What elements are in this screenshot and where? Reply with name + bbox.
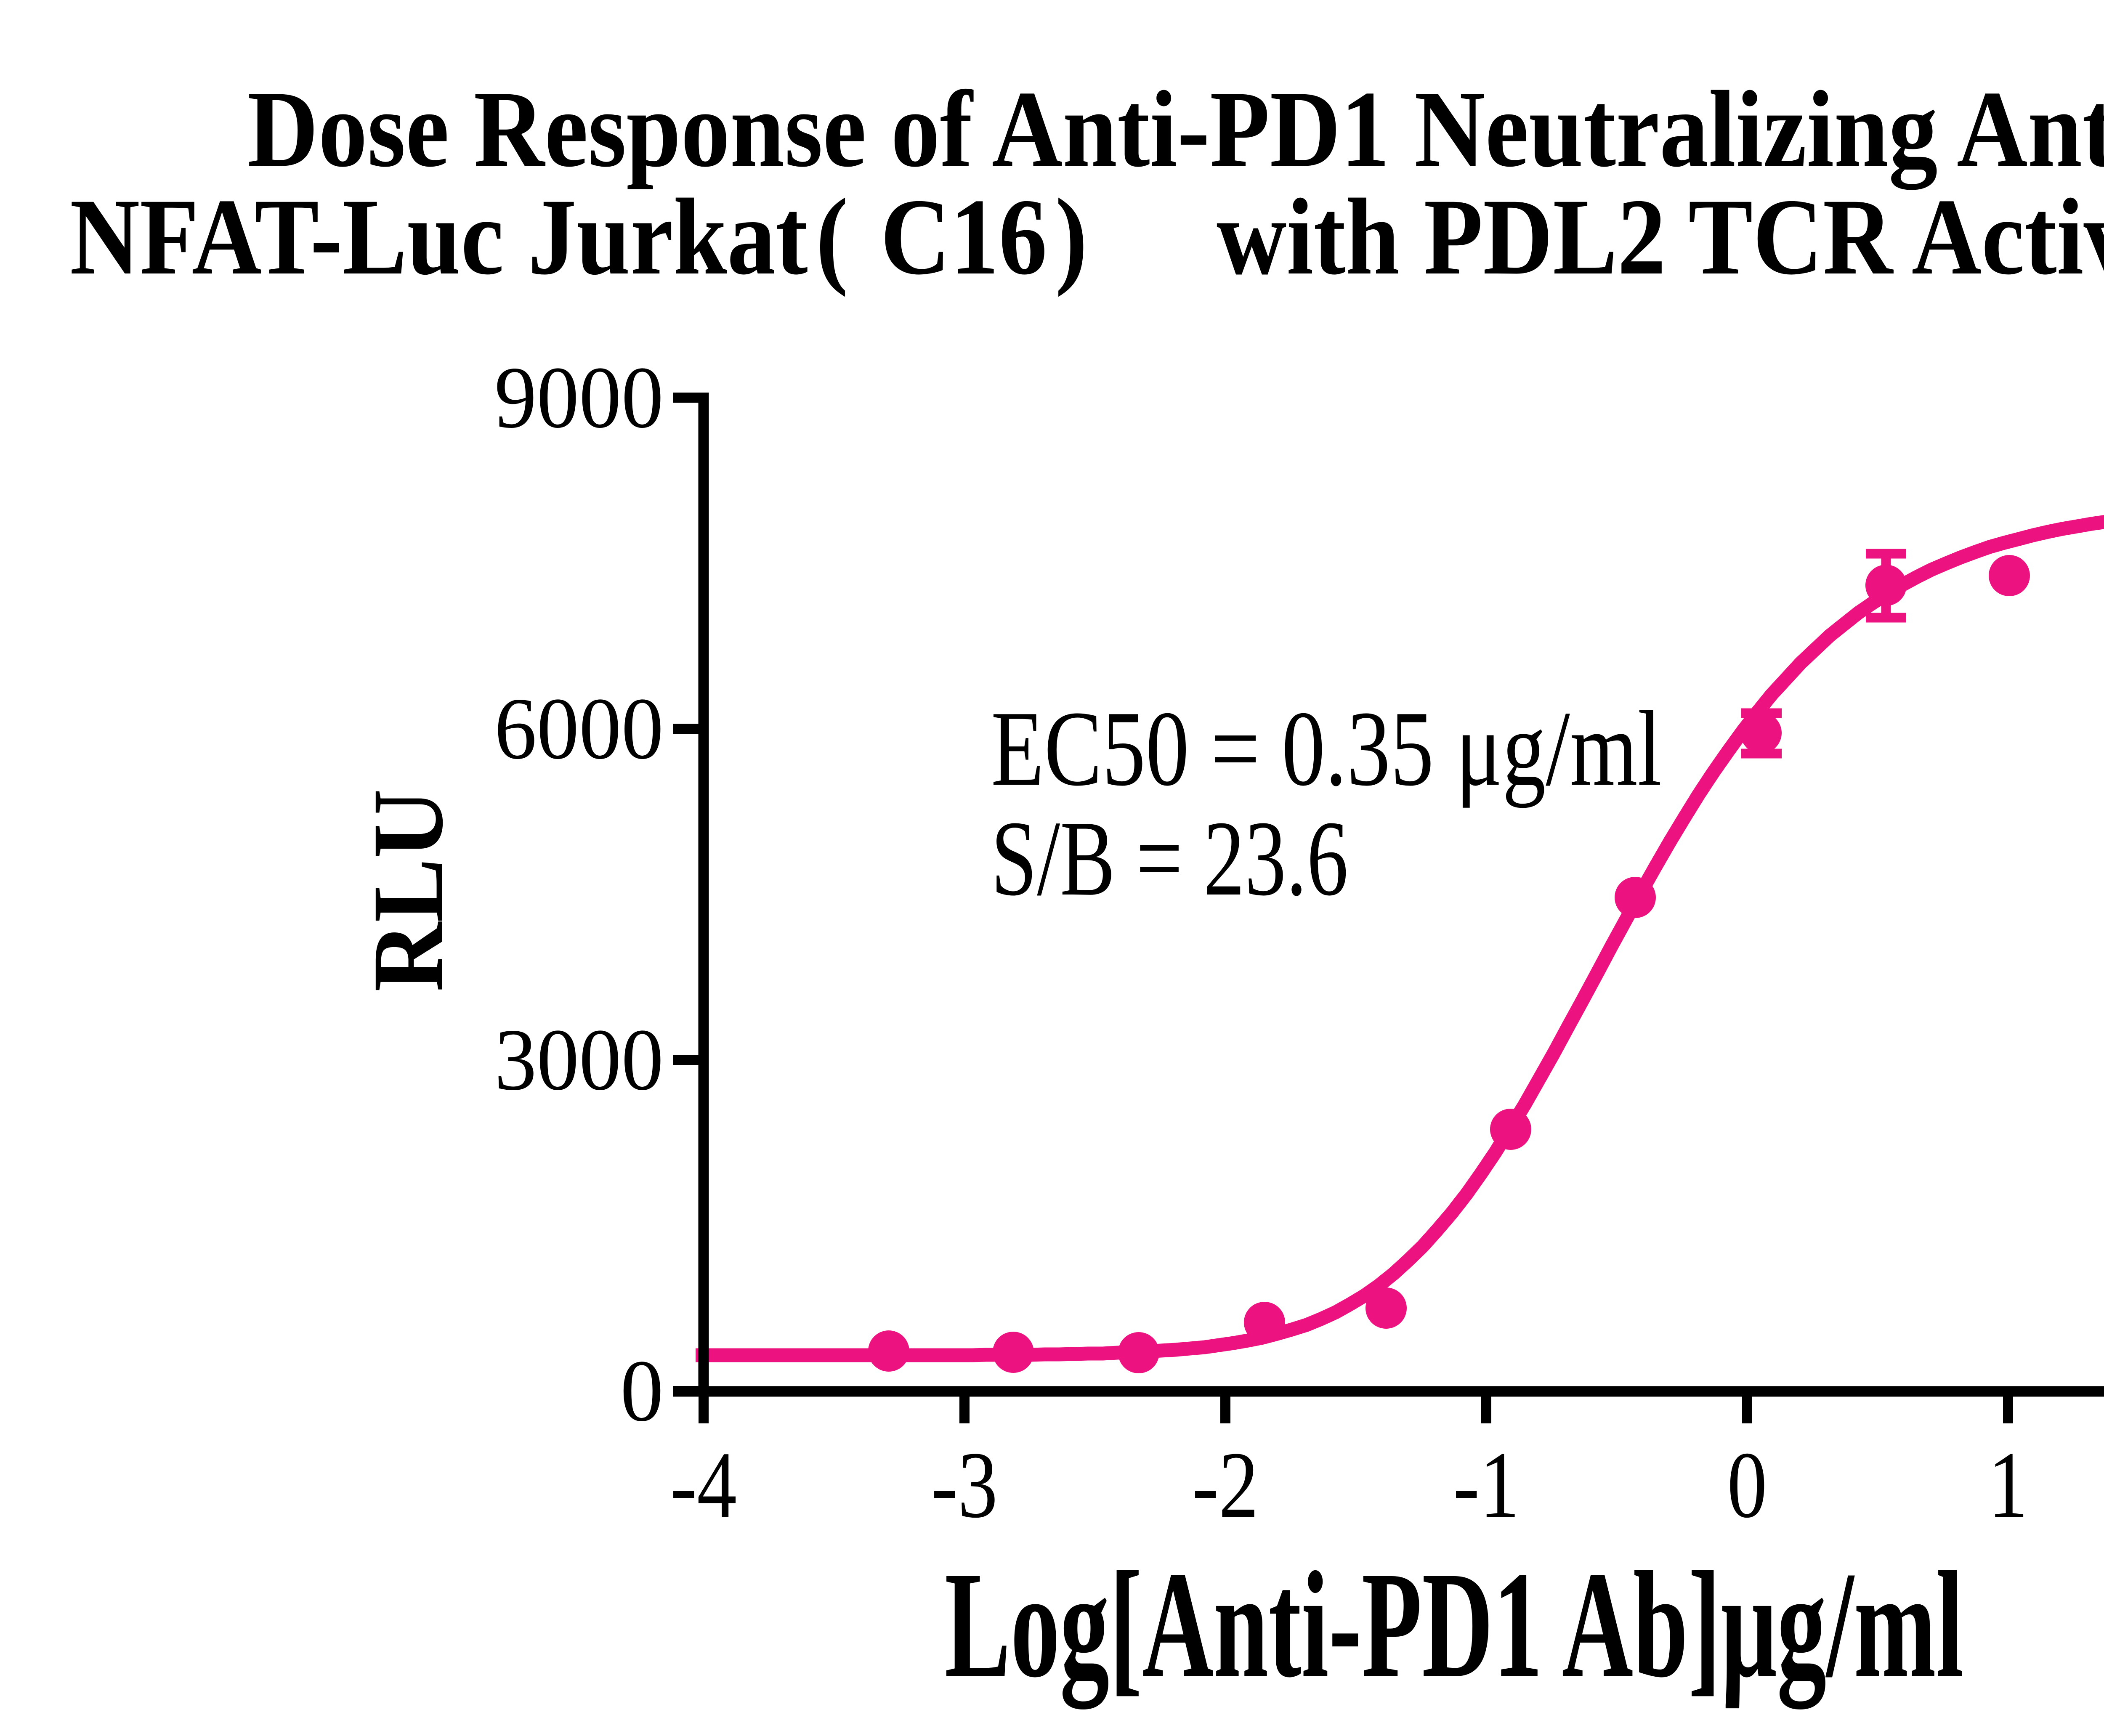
svg-text:NFAT-Luc Jurkat ( C16 ) with: NFAT-Luc Jurkat ( C16 ) with PDL2 TCR Ac… <box>70 176 2104 297</box>
svg-text:0: 0 <box>620 1342 664 1440</box>
svg-text:1: 1 <box>1988 1432 2028 1537</box>
svg-text:0: 0 <box>1727 1432 1767 1537</box>
svg-text:Dose Response of Anti-PD1 Neut: Dose Response of Anti-PD1 Neutralizing A… <box>247 69 2104 191</box>
svg-text:-2: -2 <box>1192 1432 1259 1537</box>
svg-text:S/B = 23.6: S/B = 23.6 <box>991 799 1348 918</box>
svg-text:9000: 9000 <box>494 349 664 446</box>
svg-text:EC50 = 0.35 μg/ml: EC50 = 0.35 μg/ml <box>991 689 1662 808</box>
svg-text:3000: 3000 <box>494 1011 664 1109</box>
svg-text:-1: -1 <box>1453 1432 1520 1537</box>
svg-text:6000: 6000 <box>494 680 664 778</box>
svg-text:RLU: RLU <box>352 789 464 992</box>
svg-text:-4: -4 <box>670 1432 737 1537</box>
svg-text:Log[Anti-PD1 Ab]μg/ml: Log[Anti-PD1 Ab]μg/ml <box>945 1540 1963 1712</box>
svg-text:-3: -3 <box>931 1432 998 1537</box>
